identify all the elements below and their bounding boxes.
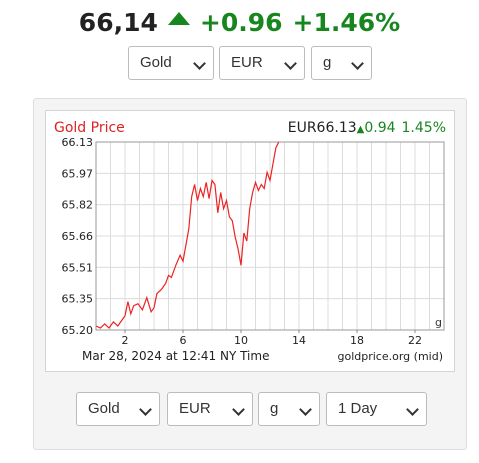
- chevron-down-icon: [193, 57, 206, 70]
- chart-unit-label: g: [435, 316, 442, 329]
- chart-quote-pct: 1.45%: [402, 120, 446, 136]
- top-unit-select[interactable]: g: [311, 46, 372, 80]
- chevron-down-icon: [139, 403, 152, 416]
- x-tick-label: 10: [234, 334, 248, 347]
- top-price-summary: 66,14 +0.96 +1.46%: [0, 8, 479, 37]
- bottom-currency-value: EUR: [179, 400, 211, 417]
- bottom-metal-select[interactable]: Gold: [76, 392, 160, 426]
- chevron-down-icon: [284, 57, 297, 70]
- chevron-down-icon: [232, 403, 245, 416]
- bottom-range-value: 1 Day: [338, 400, 378, 417]
- x-tick-label: 22: [408, 334, 422, 347]
- x-tick-label: 14: [292, 334, 306, 347]
- chevron-down-icon: [351, 57, 364, 70]
- x-tick-label: 2: [122, 334, 129, 347]
- y-tick-label: 65.97: [62, 167, 94, 180]
- up-triangle-icon: [167, 12, 190, 25]
- chevron-down-icon: [299, 403, 312, 416]
- bottom-unit-select[interactable]: g: [258, 392, 320, 426]
- y-tick-label: 65.51: [62, 261, 94, 274]
- top-currency-value: EUR: [231, 54, 263, 71]
- x-tick-label: 18: [350, 334, 364, 347]
- y-tick-label: 65.35: [62, 293, 94, 306]
- bottom-currency-select[interactable]: EUR: [167, 392, 253, 426]
- bottom-unit-value: g: [270, 400, 279, 417]
- chart-quote-value: EUR66.13: [288, 120, 357, 136]
- top-metal-select[interactable]: Gold: [128, 46, 214, 80]
- top-metal-value: Gold: [140, 54, 172, 71]
- plot-frame: [95, 141, 445, 331]
- y-tick-label: 65.82: [62, 199, 94, 212]
- chevron-down-icon: [406, 403, 419, 416]
- chart-quote-change: 0.94: [364, 120, 395, 136]
- price-line: [95, 141, 280, 329]
- price-change-percent: +1.46%: [292, 8, 401, 37]
- chart-source: goldprice.org (mid): [338, 350, 444, 363]
- current-price: 66,14: [78, 8, 158, 37]
- chart-timestamp: Mar 28, 2024 at 12:41 NY Time: [82, 349, 269, 363]
- chart-quote: EUR66.13▲0.94 1.45%: [288, 120, 446, 136]
- chart-title: Gold Price: [54, 120, 125, 136]
- gold-price-chart: 66.13 65.97 65.82 65.66 65.51 65.35 65.20 2 6 10…: [54, 120, 446, 363]
- price-change: +0.96: [199, 8, 283, 37]
- y-tick-label: 65.66: [62, 230, 94, 243]
- x-tick-label: 6: [180, 334, 187, 347]
- top-currency-select[interactable]: EUR: [219, 46, 305, 80]
- bottom-range-select[interactable]: 1 Day: [326, 392, 427, 426]
- y-tick-label: 65.20: [62, 324, 94, 337]
- chart-up-arrow-icon: ▲: [357, 124, 365, 135]
- chart-container: 66.13 65.97 65.82 65.66 65.51 65.35 65.20 2 6 10…: [45, 110, 455, 372]
- bottom-metal-value: Gold: [88, 400, 120, 417]
- y-tick-label: 66.13: [62, 136, 94, 149]
- top-unit-value: g: [323, 54, 332, 71]
